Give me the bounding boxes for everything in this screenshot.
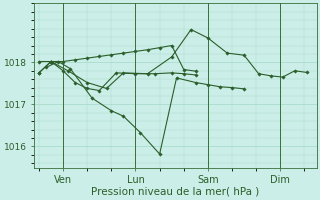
X-axis label: Pression niveau de la mer( hPa ): Pression niveau de la mer( hPa ): [91, 187, 260, 197]
